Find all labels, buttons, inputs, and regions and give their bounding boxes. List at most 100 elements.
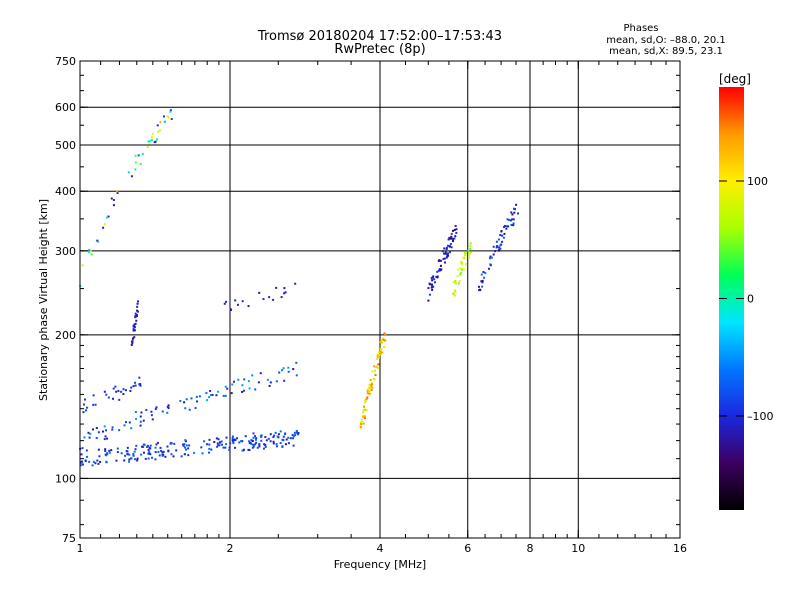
echo-point [225,300,228,303]
echo-point [90,253,93,256]
echo-point [224,394,227,397]
echo-point [433,278,436,281]
echo-point [128,458,131,461]
echo-point [116,192,119,195]
echo-point [282,435,285,438]
echo-point [206,443,209,446]
echo-point [112,204,115,207]
echo-point [107,215,110,218]
echo-point [510,211,513,214]
x-tick-label: 2 [227,542,234,555]
echo-point [447,238,450,241]
echo-point [106,453,109,456]
echo-point [134,161,137,164]
echo-point [116,447,119,450]
echo-point [481,279,484,282]
echo-point [469,251,472,254]
echo-point [88,436,91,439]
echo-point [363,415,366,418]
echo-point [508,218,511,221]
echo-point [370,382,373,385]
echo-point [183,453,186,456]
echo-point [468,254,471,257]
echo-point [428,293,431,296]
echo-point [360,418,363,421]
echo-point [427,299,430,302]
data-points [79,109,520,467]
echo-point [130,427,133,430]
echo-point [430,277,433,280]
echo-point [182,444,185,447]
echo-point [80,453,83,456]
echo-point [170,453,173,456]
echo-point [252,432,255,435]
echo-point [259,372,262,375]
echo-point [187,447,190,450]
echo-point [380,352,383,355]
echo-point [258,291,261,294]
echo-point [79,464,82,467]
echo-point [135,444,138,447]
echo-point [156,138,159,141]
echo-point [488,257,491,260]
echo-point [459,273,462,276]
echo-point [134,312,137,315]
echo-point [500,230,503,233]
echo-point [211,393,214,396]
echo-point [81,447,84,450]
echo-point [294,434,297,437]
echo-point [123,424,126,427]
echo-point [258,445,261,448]
echo-point [116,190,119,193]
echo-point [438,268,441,271]
echo-point [89,250,92,253]
echo-point [115,390,118,393]
echo-point [134,314,137,317]
echo-point [248,387,251,390]
echo-point [360,421,363,424]
echo-point [445,256,448,259]
echo-point [134,410,137,413]
echo-point [269,381,272,384]
echo-point [454,235,457,238]
echo-point [455,228,458,231]
echo-point [104,450,107,453]
echo-point [430,286,433,289]
echo-point [103,438,106,441]
echo-point [111,426,114,429]
echo-point [292,435,295,438]
echo-point [456,275,459,278]
echo-point [146,446,149,449]
echo-point [273,434,276,437]
echo-point [150,410,153,413]
echo-point [118,429,121,432]
echo-point [220,440,223,443]
echo-point [105,393,108,396]
echo-point [289,437,292,440]
echo-point [139,420,142,423]
echo-point [368,386,371,389]
echo-point [266,378,269,381]
echo-point [193,451,196,454]
echo-point [136,309,139,312]
echo-point [361,415,364,418]
echo-point [97,448,100,451]
echo-point [272,298,275,301]
echo-point [453,228,456,231]
echo-point [296,431,299,434]
echo-point [283,379,286,382]
echo-point [453,293,456,296]
echo-point [370,383,373,386]
echo-point [163,120,166,123]
echo-point [103,390,106,393]
echo-point [254,388,257,391]
echo-point [179,399,182,402]
echo-point [254,438,257,441]
echo-point [169,442,172,445]
echo-point [432,275,435,278]
x-axis-label: Frequency [MHz] [334,558,426,571]
echo-point [517,212,520,215]
echo-point [183,446,186,449]
echo-point [374,369,377,372]
